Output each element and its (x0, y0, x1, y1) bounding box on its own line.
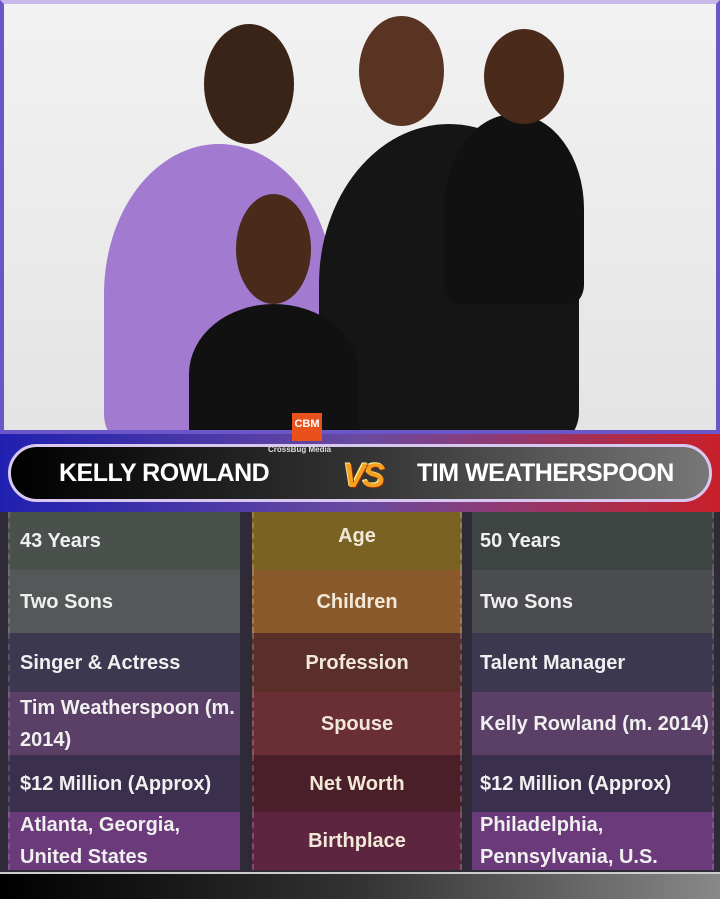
right-value: Two Sons (472, 570, 714, 633)
right-value: 50 Years (472, 512, 714, 570)
baby (444, 114, 584, 304)
baby-head (484, 29, 564, 124)
row-label: Children (252, 570, 462, 633)
left-value: Singer & Actress (8, 633, 240, 692)
left-value: Tim Weatherspoon (m. 2014) (8, 692, 240, 755)
boy-head (236, 194, 311, 304)
left-value: Atlanta, Georgia, United States (8, 812, 240, 870)
table-row: Atlanta, Georgia, United States Birthplac… (0, 812, 720, 870)
row-label: Spouse (252, 692, 462, 755)
left-value: Two Sons (8, 570, 240, 633)
table-row: Singer & Actress Profession Talent Manager (0, 633, 720, 692)
right-value: Kelly Rowland (m. 2014) (472, 692, 714, 755)
right-value: $12 Million (Approx) (472, 755, 714, 812)
comparison-table: 43 Years Age 50 Years Two Sons Children Two S… (0, 512, 720, 872)
boy-suit (189, 304, 359, 430)
names-pill: KELLY ROWLAND VS TIM WEATHERSPOON (8, 444, 712, 502)
left-name: KELLY ROWLAND (59, 458, 270, 487)
row-label: Profession (252, 633, 462, 692)
right-value: Talent Manager (472, 633, 714, 692)
left-value: $12 Million (Approx) (8, 755, 240, 812)
left-value: 43 Years (8, 512, 240, 570)
versus-banner: KELLY ROWLAND VS TIM WEATHERSPOON (0, 434, 720, 512)
vs-emblem: VS (343, 457, 385, 495)
woman-head (204, 24, 294, 144)
right-value: Philadelphia, Pennsylvania, U.S. (472, 812, 714, 870)
row-label: Net Worth (252, 755, 462, 812)
cbm-logo: CBM (292, 413, 322, 441)
bottom-bar (0, 872, 720, 899)
table-row: Two Sons Children Two Sons (0, 570, 720, 633)
table-row: $12 Million (Approx) Net Worth $12 Million… (0, 755, 720, 812)
table-row: 43 Years Age 50 Years (0, 512, 720, 570)
row-label: Birthplace (252, 812, 462, 870)
man-head (359, 16, 444, 126)
credit-text: CrossBug Media (268, 445, 332, 454)
right-name: TIM WEATHERSPOON (417, 458, 674, 487)
row-label: Age (252, 512, 462, 570)
table-row: Tim Weatherspoon (m. 2014) Spouse Kelly Ro… (0, 692, 720, 755)
family-photo (0, 0, 720, 434)
